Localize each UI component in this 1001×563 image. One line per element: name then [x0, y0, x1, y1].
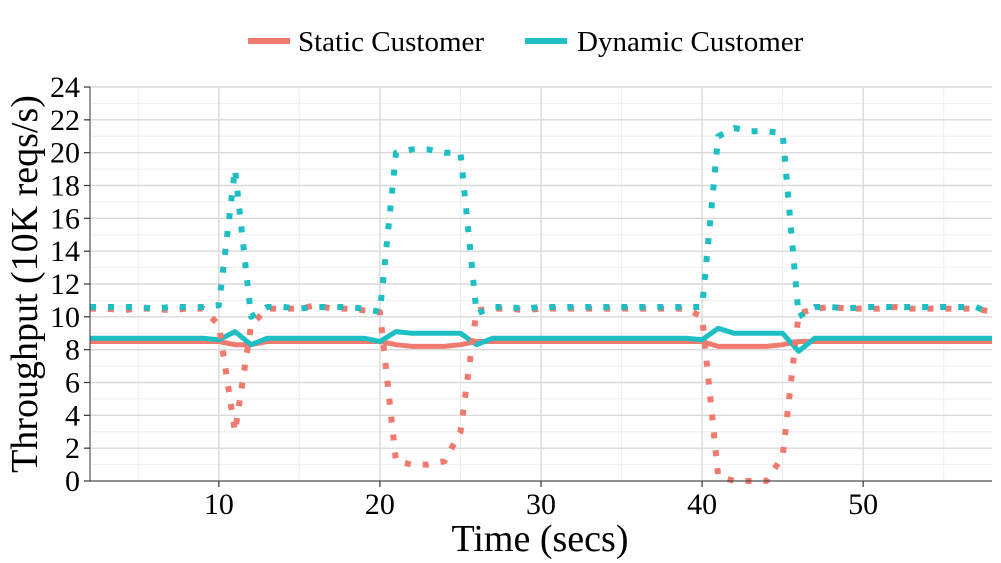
y-tick-label: 6: [65, 367, 80, 400]
x-axis-title: Time (secs): [452, 518, 629, 560]
gridlines: [90, 86, 992, 482]
y-tick-label: 20: [50, 137, 80, 170]
x-tick-label: 10: [204, 488, 234, 521]
y-tick-label: 0: [65, 465, 80, 498]
y-tick-label: 18: [50, 170, 80, 203]
axes: [84, 86, 992, 487]
y-tick-label: 22: [50, 104, 80, 137]
y-tick-label: 14: [50, 235, 80, 268]
x-tick-label: 20: [365, 488, 395, 521]
series-layer: [90, 125, 994, 484]
y-tick-label: 8: [65, 334, 80, 367]
series-line-dotted-static: [90, 302, 993, 484]
y-tick-label: 2: [65, 432, 80, 465]
x-tick-labels: 10 20 30 40 50: [204, 488, 878, 521]
y-tick-label: 24: [50, 71, 80, 104]
y-axis-title: Throughput (10K reqs/s): [4, 95, 46, 473]
x-tick-label: 50: [848, 488, 878, 521]
y-tick-label: 10: [50, 301, 80, 334]
legend-label-static: Static Customer: [298, 26, 484, 58]
x-tick-label: 40: [687, 488, 717, 521]
x-tick-label: 30: [526, 488, 556, 521]
series-line-solid-dynamic: [90, 325, 992, 354]
legend: Static Customer Dynamic Customer: [248, 26, 804, 58]
series-line-solid-static: [90, 339, 992, 349]
legend-label-dynamic: Dynamic Customer: [577, 26, 804, 58]
y-tick-label: 16: [50, 202, 80, 235]
y-tick-label: 12: [50, 268, 80, 301]
y-tick-label: 4: [65, 399, 80, 432]
